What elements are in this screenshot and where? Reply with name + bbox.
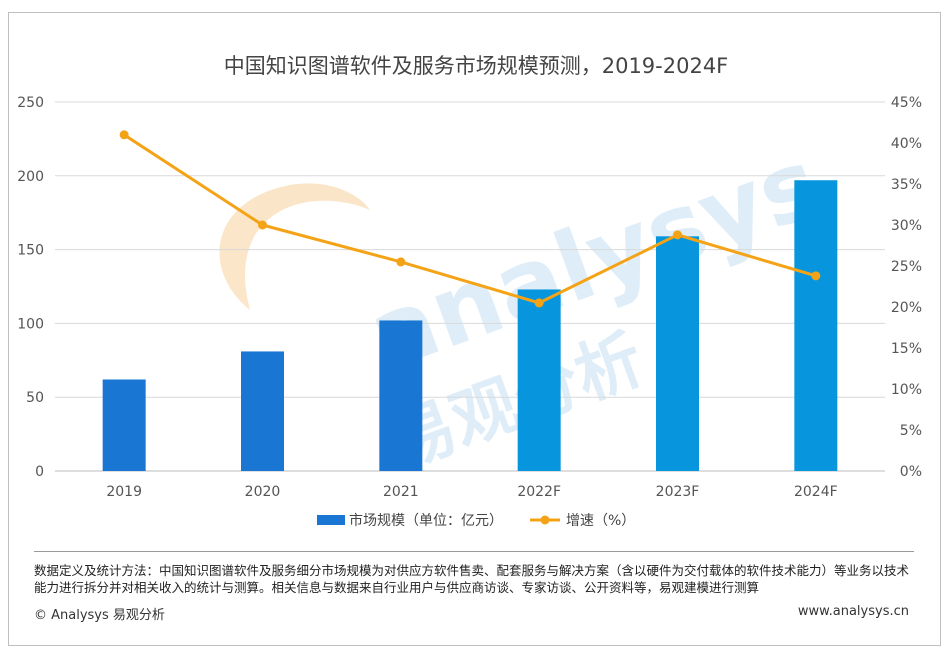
legend-swatch-bar bbox=[317, 515, 345, 525]
legend-label-bar: 市场规模（单位：亿元） bbox=[349, 512, 503, 529]
x-tick-label: 2019 bbox=[106, 484, 142, 500]
line-point bbox=[119, 130, 129, 140]
line-point bbox=[258, 220, 267, 230]
line-series bbox=[119, 130, 821, 308]
y-right-tick-label: 45% bbox=[891, 95, 922, 111]
y-axis-left: 0 50 100 150 200 250 bbox=[17, 95, 44, 480]
y-right-tick-label: 20% bbox=[891, 300, 922, 316]
bar bbox=[656, 236, 699, 471]
legend: 市场规模（单位：亿元） 增速（%） bbox=[317, 512, 635, 529]
legend-label-line: 增速（%） bbox=[566, 513, 635, 529]
y-left-tick-label: 100 bbox=[17, 316, 44, 332]
y-right-tick-label: 40% bbox=[891, 136, 922, 152]
y-right-tick-label: 25% bbox=[891, 259, 922, 275]
gridlines bbox=[55, 101, 885, 472]
watermark-swoosh-icon bbox=[219, 183, 370, 310]
x-tick-label: 2024F bbox=[794, 484, 838, 500]
bar-series bbox=[102, 180, 838, 471]
line-point bbox=[811, 271, 821, 281]
x-tick-label: 2023F bbox=[656, 484, 700, 500]
data-note: 数据定义及统计方法：中国知识图谱软件及服务细分市场规模为对供应方软件售卖、配套服… bbox=[34, 563, 910, 595]
x-tick-label: 2020 bbox=[245, 484, 281, 500]
footer-website: www.analysys.cn bbox=[797, 604, 909, 619]
y-right-tick-label: 30% bbox=[891, 218, 922, 234]
y-left-tick-label: 200 bbox=[17, 169, 44, 185]
x-tick-label: 2022F bbox=[517, 484, 561, 500]
y-left-tick-label: 250 bbox=[17, 95, 44, 111]
y-right-tick-label: 0% bbox=[900, 464, 922, 480]
y-left-tick-label: 150 bbox=[17, 243, 44, 259]
x-axis: 2019 2020 2021 2022F 2023F 2024F bbox=[106, 484, 837, 500]
bar bbox=[794, 180, 838, 471]
y-axis-right: 0% 5% 10% 15% 20% 25% 30% 35% 40% 45% bbox=[891, 95, 922, 480]
bar bbox=[102, 379, 146, 471]
line-point bbox=[396, 257, 406, 267]
footer-copyright: © Analysys 易观分析 bbox=[34, 608, 165, 623]
y-right-tick-label: 5% bbox=[900, 423, 922, 439]
growth-line bbox=[123, 133, 817, 305]
line-point bbox=[534, 298, 544, 308]
y-left-tick-label: 0 bbox=[35, 464, 44, 480]
x-tick-label: 2021 bbox=[383, 484, 419, 500]
line-point bbox=[673, 230, 682, 240]
chart-frame bbox=[8, 12, 941, 646]
bar bbox=[517, 289, 561, 471]
chart-title: 中国知识图谱软件及服务市场规模预测，2019-2024F bbox=[224, 54, 729, 78]
y-right-tick-label: 15% bbox=[891, 341, 922, 357]
y-right-tick-label: 35% bbox=[891, 177, 922, 193]
bar bbox=[241, 351, 284, 471]
y-left-tick-label: 50 bbox=[26, 390, 44, 406]
bar bbox=[379, 320, 423, 471]
y-right-tick-label: 10% bbox=[891, 382, 922, 398]
divider bbox=[34, 551, 914, 552]
legend-swatch-line-marker bbox=[540, 515, 550, 525]
